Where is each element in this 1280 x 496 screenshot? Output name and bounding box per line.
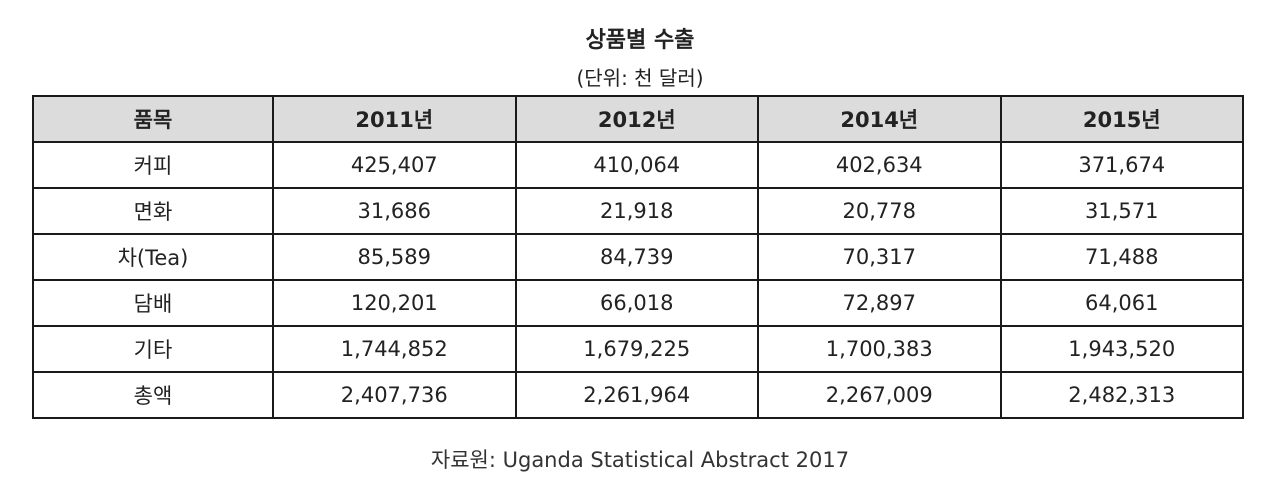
table-cell: 31,571: [999, 187, 1244, 235]
row-label: 커피: [32, 141, 274, 189]
table-cell: 31,686: [272, 187, 517, 235]
column-header-2011: 2011년: [272, 95, 517, 143]
table-row: 차(Tea) 85,589 84,739 70,317 71,488: [32, 233, 1244, 281]
table-row-total: 총액 2,407,736 2,261,964 2,267,009 2,482,3…: [32, 371, 1244, 419]
table-cell: 20,778: [757, 187, 1002, 235]
export-table: 품목 2011년 2012년 2014년 2015년 커피 425,407 41…: [32, 95, 1244, 419]
table-cell: 64,061: [999, 279, 1244, 327]
row-label: 총액: [32, 371, 274, 419]
table-cell: 2,267,009: [757, 371, 1002, 419]
unit-note: (단위: 천 달러): [576, 66, 704, 90]
column-header-item: 품목: [32, 95, 274, 143]
header-row: 품목 2011년 2012년 2014년 2015년: [32, 95, 1244, 143]
table-cell: 66,018: [514, 279, 759, 327]
row-label: 담배: [32, 279, 274, 327]
column-header-2012: 2012년: [514, 95, 759, 143]
table-cell: 1,700,383: [757, 325, 1002, 373]
table-cell: 85,589: [272, 233, 517, 281]
table-cell: 425,407: [272, 141, 517, 189]
table-cell: 84,739: [514, 233, 759, 281]
table-cell: 410,064: [514, 141, 759, 189]
table-cell: 120,201: [272, 279, 517, 327]
table-cell: 70,317: [757, 233, 1002, 281]
row-label: 차(Tea): [32, 233, 274, 281]
table-row: 담배 120,201 66,018 72,897 64,061: [32, 279, 1244, 327]
table-row: 기타 1,744,852 1,679,225 1,700,383 1,943,5…: [32, 325, 1244, 373]
row-label: 기타: [32, 325, 274, 373]
table-cell: 71,488: [999, 233, 1244, 281]
table-cell: 2,407,736: [272, 371, 517, 419]
source-note: 자료원: Uganda Statistical Abstract 2017: [430, 448, 850, 472]
table-cell: 1,943,520: [999, 325, 1244, 373]
column-header-2015: 2015년: [999, 95, 1244, 143]
table-cell: 21,918: [514, 187, 759, 235]
table-cell: 2,261,964: [514, 371, 759, 419]
table-cell: 72,897: [757, 279, 1002, 327]
table-cell: 2,482,313: [999, 371, 1244, 419]
table-row: 면화 31,686 21,918 20,778 31,571: [32, 187, 1244, 235]
table-cell: 1,679,225: [514, 325, 759, 373]
table-cell: 1,744,852: [272, 325, 517, 373]
table-row: 커피 425,407 410,064 402,634 371,674: [32, 141, 1244, 189]
table-cell: 402,634: [757, 141, 1002, 189]
table-cell: 371,674: [999, 141, 1244, 189]
table-title: 상품별 수출: [585, 28, 695, 53]
column-header-2014: 2014년: [757, 95, 1002, 143]
row-label: 면화: [32, 187, 274, 235]
